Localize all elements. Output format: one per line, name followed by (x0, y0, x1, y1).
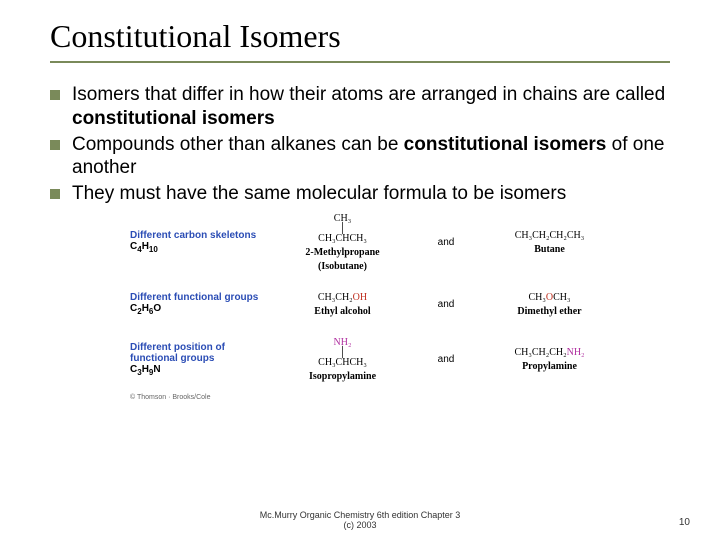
row-label-title: Different carbon skeletons (130, 230, 260, 241)
row-label-formula: C4H10 (130, 241, 260, 255)
chem-name: (Isobutane) (260, 261, 425, 272)
bullet-item: Compounds other than alkanes can be cons… (50, 133, 670, 181)
bullet-item: They must have the same molecular formul… (50, 182, 670, 206)
chem-line: CH₃CH₂CH₂CH₃ (467, 231, 632, 241)
page-number: 10 (679, 517, 690, 528)
row-label: Different carbon skeletons C4H10 (130, 230, 260, 255)
diagram-row: Different carbon skeletons C4H10 CH₃ │ C… (130, 214, 670, 272)
chem-line: CH₃OCH₃ (467, 293, 632, 303)
diagram-row: Different functional groups C2H6O CH₃CH₂… (130, 284, 670, 326)
row-label-formula: C2H6O (130, 303, 260, 317)
structure-right: CH₃CH₂CH₂CH₃ Butane (467, 231, 632, 255)
chem-line: CH₃CH₂OH (260, 293, 425, 303)
chem-line: CH₃CHCH₃ (260, 234, 425, 244)
chem-line: CH₃CH₂CH₂NH₂ (467, 348, 632, 358)
bullet-text-pre: They must have the same molecular formul… (72, 183, 566, 204)
and-label: and (425, 299, 467, 310)
structure-left: CH₃CH₂OH Ethyl alcohol (260, 293, 425, 317)
row-label-title: Different functional groups (130, 292, 260, 303)
footer-text-2: (c) 2003 (343, 520, 376, 530)
diagram-copyright: © Thomson · Brooks/Cole (130, 394, 670, 402)
row-label-formula: C3H9N (130, 364, 260, 378)
and-label: and (425, 354, 467, 365)
structure-left: NH₂ │ CH₃CHCH₃ Isopropylamine (260, 338, 425, 382)
bullet-text-bold: constitutional isomers (404, 134, 607, 155)
bullet-text-pre: Isomers that differ in how their atoms a… (72, 84, 665, 105)
bullet-text-bold: constitutional isomers (72, 108, 275, 129)
slide: Constitutional Isomers Isomers that diff… (0, 0, 720, 540)
row-label-title: Different position of functional groups (130, 342, 260, 364)
footer-text: Mc.Murry Organic Chemistry 6th edition C… (260, 510, 461, 520)
bullet-marker-icon (50, 140, 60, 150)
bullet-list: Isomers that differ in how their atoms a… (50, 83, 670, 206)
structure-left: CH₃ │ CH₃CHCH₃ 2-Methylpropane (Isobutan… (260, 214, 425, 272)
chem-name: Ethyl alcohol (260, 306, 425, 317)
structure-right: CH₃OCH₃ Dimethyl ether (467, 293, 632, 317)
chem-name: Isopropylamine (260, 371, 425, 382)
chem-name: Butane (467, 244, 632, 255)
bullet-text-pre: Compounds other than alkanes can be (72, 134, 404, 155)
title-underline (50, 61, 670, 63)
structure-right: CH₃CH₂CH₂NH₂ Propylamine (467, 348, 632, 372)
row-label: Different position of functional groups … (130, 342, 260, 378)
diagram-row: Different position of functional groups … (130, 338, 670, 382)
chem-line: CH₃CHCH₃ (260, 358, 425, 368)
isomer-diagram: Different carbon skeletons C4H10 CH₃ │ C… (130, 214, 670, 402)
slide-title: Constitutional Isomers (50, 18, 670, 55)
row-label: Different functional groups C2H6O (130, 292, 260, 317)
chem-name: Dimethyl ether (467, 306, 632, 317)
and-label: and (425, 237, 467, 248)
bullet-item: Isomers that differ in how their atoms a… (50, 83, 670, 131)
bullet-marker-icon (50, 90, 60, 100)
slide-footer: Mc.Murry Organic Chemistry 6th edition C… (0, 510, 720, 530)
bullet-marker-icon (50, 189, 60, 199)
chem-name: Propylamine (467, 361, 632, 372)
chem-name: 2-Methylpropane (260, 247, 425, 258)
